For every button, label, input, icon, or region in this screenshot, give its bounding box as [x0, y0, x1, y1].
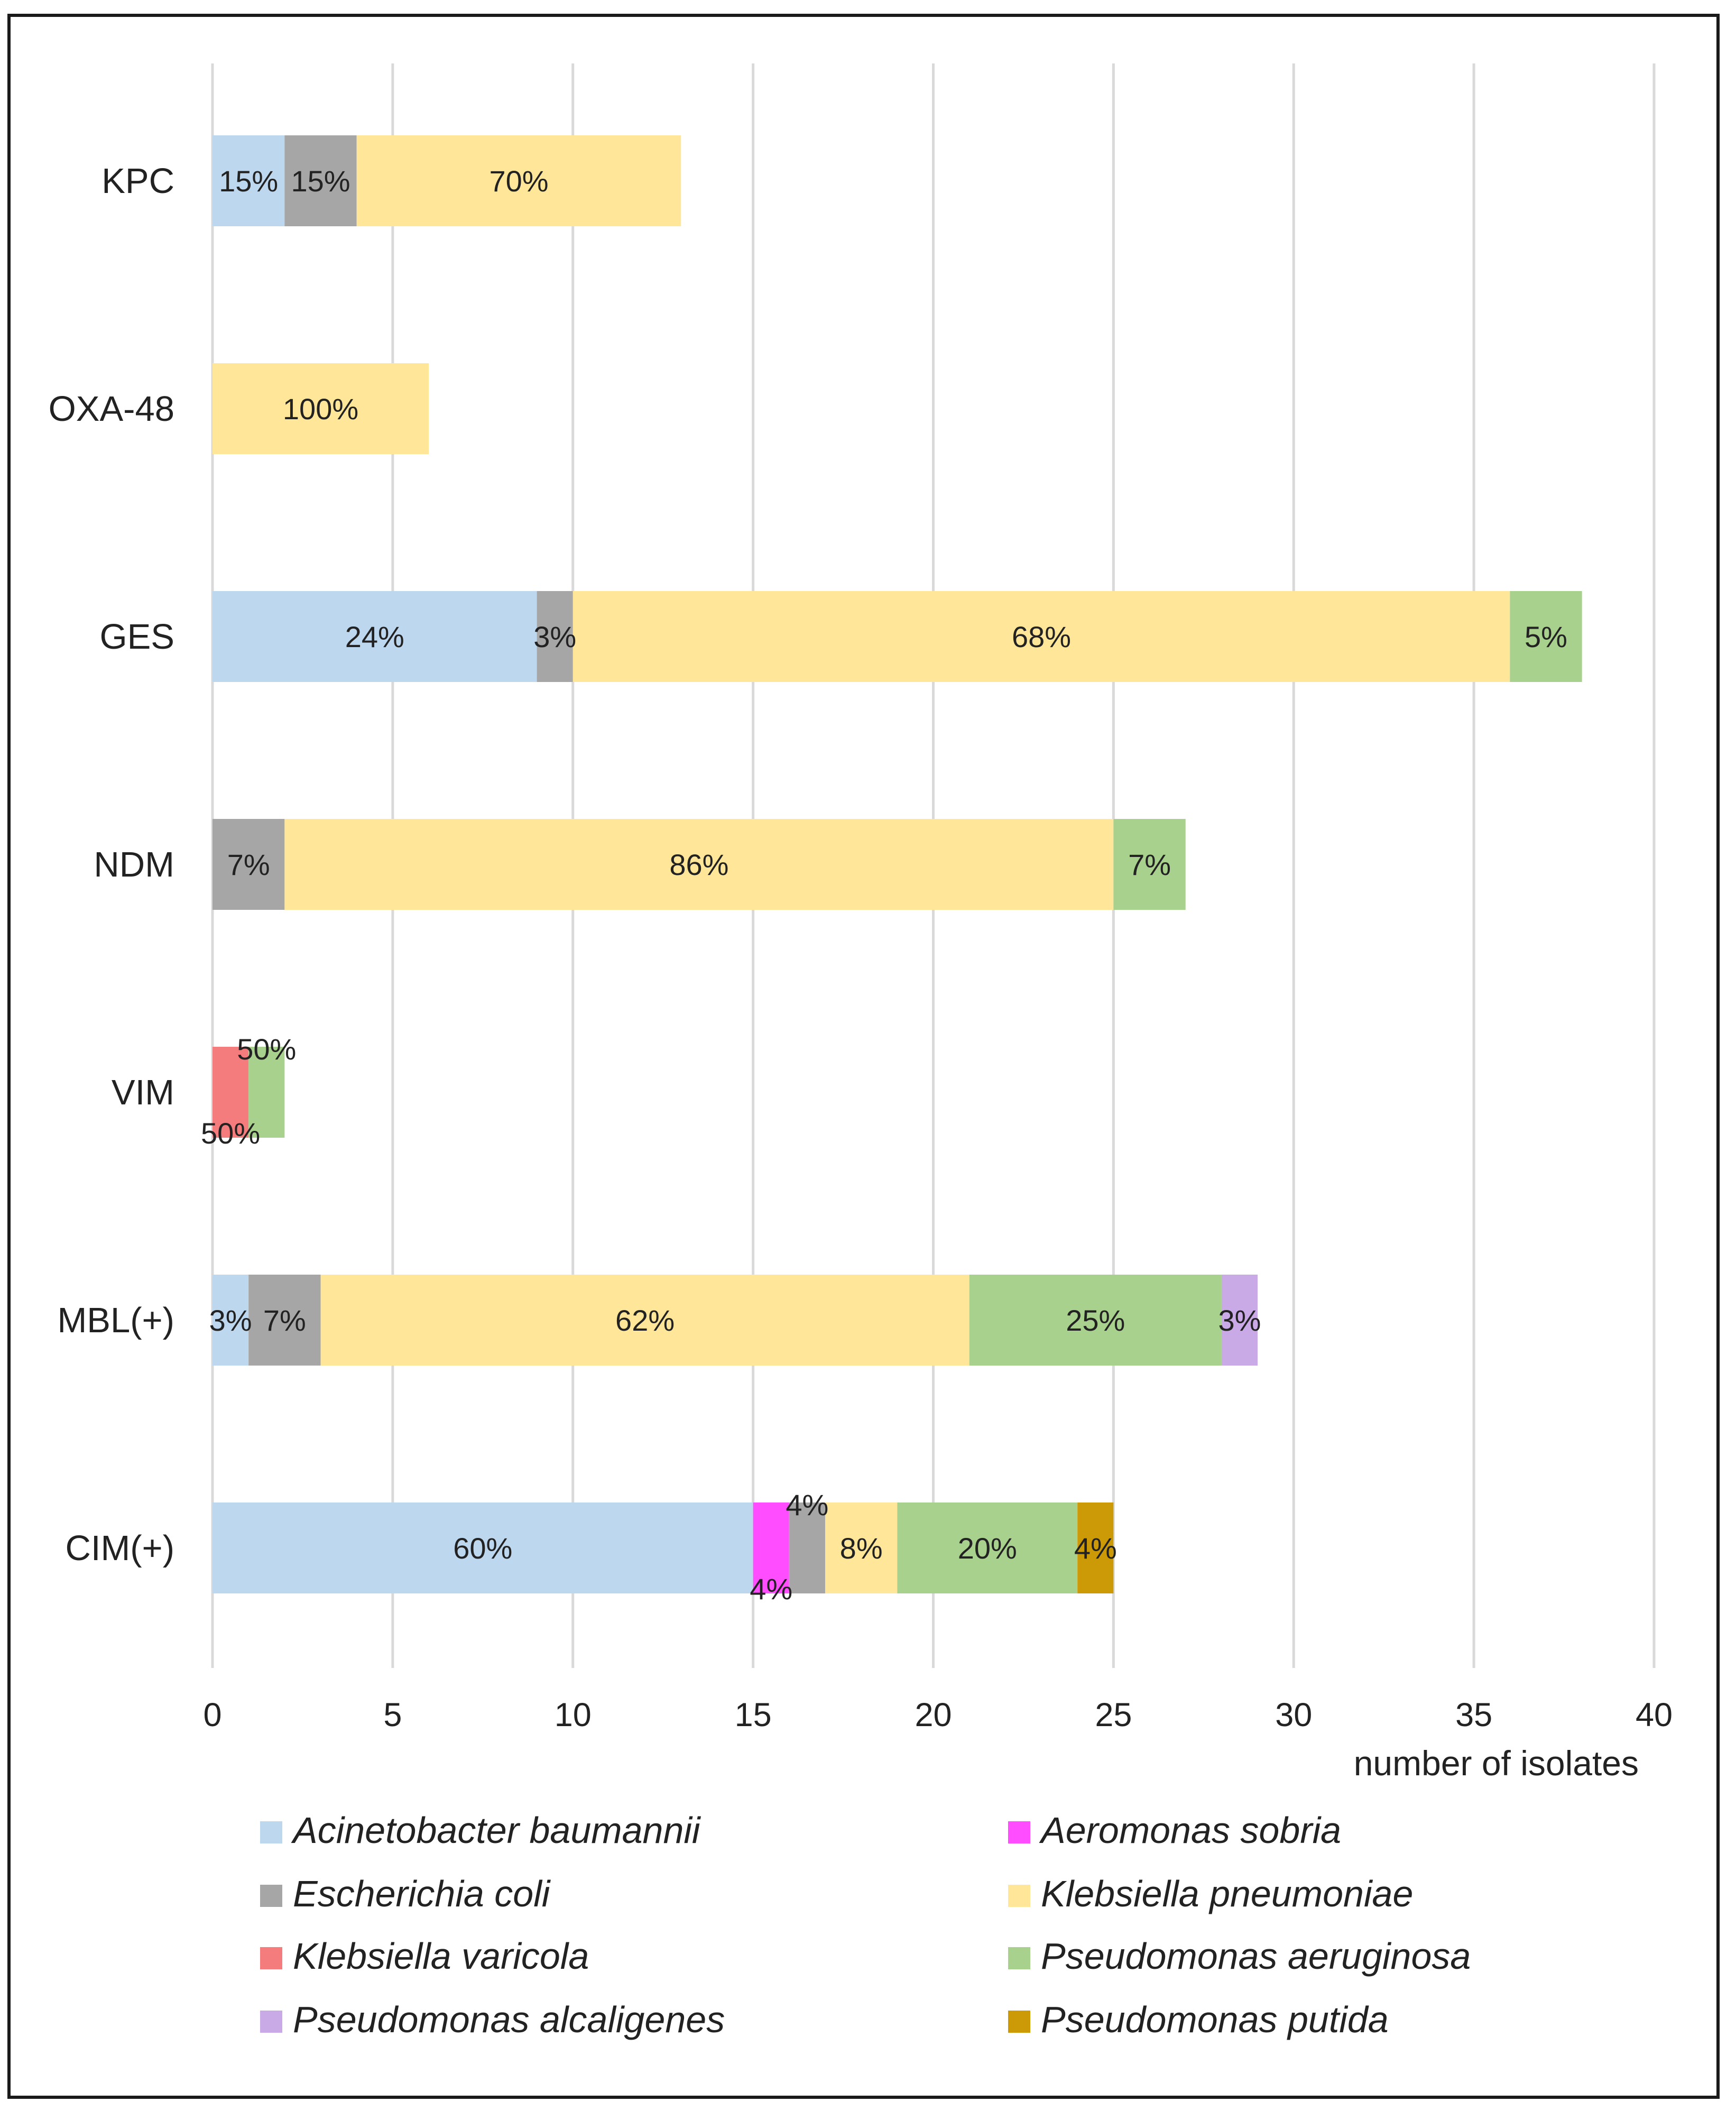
bar-segment	[356, 135, 681, 226]
category-label: MBL(+)	[57, 1301, 174, 1340]
bar-segment	[213, 1275, 249, 1366]
category-label: OXA-48	[49, 389, 174, 429]
bar-segment	[789, 1502, 825, 1593]
bar-segment	[213, 591, 537, 682]
bar-segment	[213, 363, 429, 454]
data-label: 3%	[209, 1304, 252, 1337]
x-tick-label: 10	[555, 1697, 592, 1734]
bar-segment	[213, 1047, 249, 1138]
data-label: 50%	[237, 1033, 296, 1066]
bar-segment	[572, 591, 1510, 682]
bars	[213, 135, 1582, 1593]
legend-label: Pseudomonas putida	[1041, 1999, 1389, 2040]
legend-label: Pseudomonas aeruginosa	[1041, 1935, 1471, 1977]
bar-segment	[284, 819, 1114, 910]
bar-segment	[1221, 1275, 1258, 1366]
x-tick-labels: 0 5 10 15 20 25 30 35 40	[203, 1697, 1673, 1734]
bar-segment	[825, 1502, 898, 1593]
bar-segment	[897, 1502, 1078, 1593]
data-label: 68%	[1012, 620, 1071, 653]
x-axis-title: number of isolates	[1354, 1744, 1639, 1783]
category-label: VIM	[112, 1073, 174, 1112]
x-tick-label: 30	[1275, 1697, 1312, 1734]
data-label: 100%	[283, 392, 358, 426]
x-tick-label: 20	[915, 1697, 952, 1734]
x-tick-label: 0	[203, 1697, 221, 1734]
category-labels: KPC OXA-48 GES NDM VIM MBL(+) CIM(+)	[49, 161, 174, 1568]
legend-swatch	[1008, 2011, 1030, 2033]
data-label: 50%	[201, 1117, 260, 1150]
data-label: 86%	[669, 848, 728, 881]
bar-segment	[284, 135, 357, 226]
legend-swatch	[1008, 1885, 1030, 1907]
bar-segment	[537, 591, 573, 682]
category-label: KPC	[101, 161, 174, 201]
data-label: 3%	[533, 620, 576, 653]
legend-label: Aeromonas sobria	[1039, 1810, 1341, 1851]
legend-label: Pseudomonas alcaligenes	[293, 1999, 725, 2040]
data-label: 15%	[291, 164, 350, 198]
bar-segment	[213, 135, 285, 226]
data-label: 4%	[1074, 1532, 1117, 1565]
category-label: CIM(+)	[65, 1528, 174, 1568]
legend-swatch	[1008, 1947, 1030, 1969]
data-label: 4%	[750, 1572, 792, 1606]
bar-segment	[213, 819, 285, 910]
bar-segment	[320, 1275, 969, 1366]
bar-segment	[1077, 1502, 1114, 1593]
data-label: 5%	[1525, 620, 1567, 653]
data-label: 3%	[1218, 1304, 1261, 1337]
data-label: 60%	[453, 1532, 512, 1565]
x-tick-label: 40	[1636, 1697, 1673, 1734]
data-label: 70%	[489, 164, 548, 198]
data-label: 4%	[786, 1488, 828, 1522]
legend-swatch	[260, 1885, 282, 1907]
bar-segment	[213, 1502, 753, 1593]
x-tick-label: 25	[1095, 1697, 1132, 1734]
legend-label: Escherichia coli	[293, 1873, 551, 1914]
data-label: 24%	[345, 620, 404, 653]
data-label: 8%	[840, 1532, 883, 1565]
bar-segment	[248, 1047, 285, 1138]
category-label: GES	[100, 617, 175, 657]
legend-swatch	[260, 1821, 282, 1843]
data-label: 7%	[263, 1304, 306, 1337]
legend-label: Klebsiella pneumoniae	[1041, 1873, 1413, 1914]
data-label: 7%	[1128, 848, 1171, 881]
data-label: 15%	[219, 164, 278, 198]
data-labels: 15% 15% 70% 100% 24% 3% 68% 5% 7% 86% 7% 50% 50% 3% 7%…	[201, 164, 1567, 1606]
figure-frame	[7, 14, 1720, 2099]
legend-label: Klebsiella varicola	[293, 1935, 589, 1977]
legend-swatch	[260, 1947, 282, 1969]
legend: Acinetobacter baumannii Aeromonas sobria E…	[260, 1810, 1471, 2040]
bar-segment	[969, 1275, 1222, 1366]
x-tick-label: 5	[383, 1697, 402, 1734]
data-label: 20%	[958, 1532, 1017, 1565]
bar-segment	[1510, 591, 1582, 682]
data-label: 7%	[227, 848, 270, 881]
legend-label: Acinetobacter baumannii	[291, 1810, 701, 1851]
legend-swatch	[260, 2011, 282, 2033]
bar-segment	[248, 1275, 321, 1366]
data-label: 62%	[615, 1304, 675, 1337]
legend-swatch	[1008, 1821, 1030, 1843]
data-label: 25%	[1066, 1304, 1125, 1337]
x-tick-label: 15	[735, 1697, 772, 1734]
category-label: NDM	[94, 845, 174, 884]
bar-segment	[1113, 819, 1186, 910]
x-tick-label: 35	[1455, 1697, 1492, 1734]
bar-segment	[753, 1502, 789, 1593]
